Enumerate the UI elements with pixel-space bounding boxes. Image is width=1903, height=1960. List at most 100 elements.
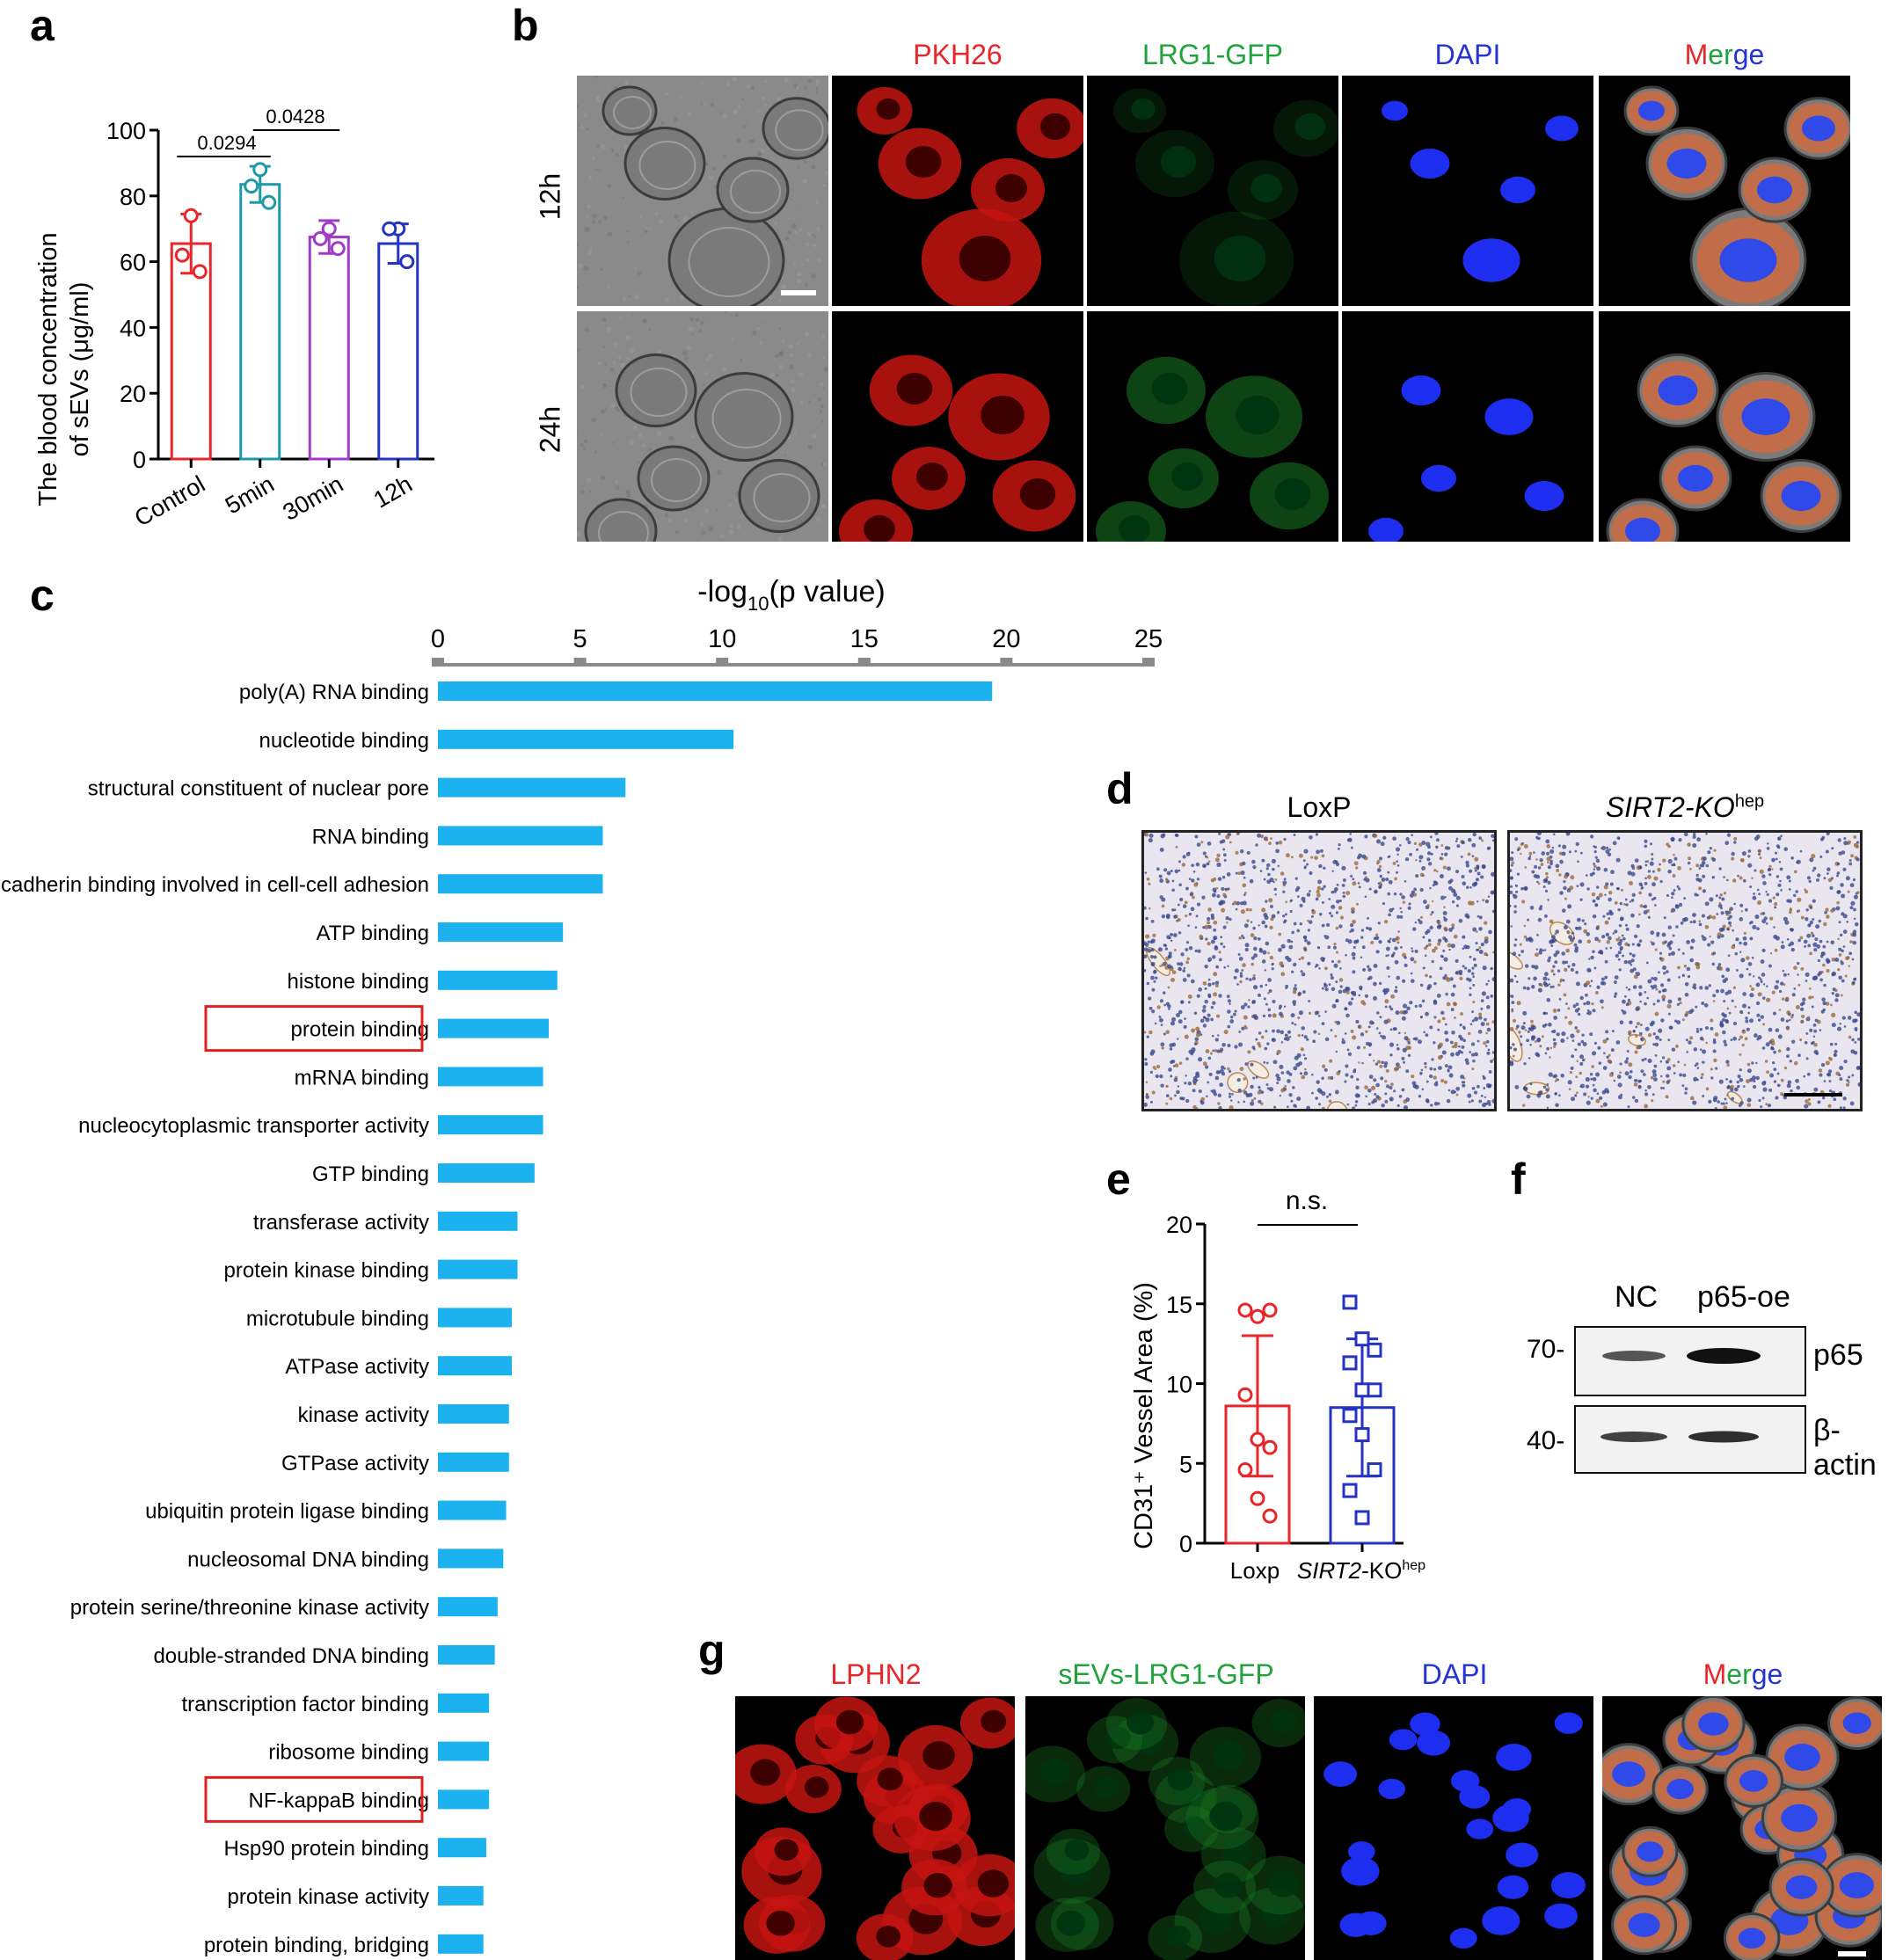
stained-nucleus: [1299, 922, 1302, 926]
stained-nucleus: [1402, 900, 1406, 904]
cell-outline: [694, 372, 794, 462]
stained-nucleus: [1161, 1046, 1164, 1050]
stained-nucleus: [1651, 882, 1656, 887]
stained-nucleus: [1442, 910, 1447, 915]
stained-nucleus: [1825, 1060, 1830, 1066]
stained-nucleus: [1809, 1028, 1813, 1032]
stained-nucleus: [1693, 983, 1696, 987]
stained-nucleus: [1279, 961, 1284, 966]
texture-speck: [665, 297, 670, 302]
stained-nucleus: [1822, 1097, 1826, 1100]
stained-nucleus: [1568, 850, 1571, 854]
stained-nucleus: [1781, 941, 1784, 944]
stained-nucleus: [1462, 881, 1467, 886]
stained-nucleus: [1839, 1065, 1844, 1071]
bar-c: [438, 1741, 490, 1761]
stained-nucleus: [1425, 1080, 1429, 1083]
stained-nucleus: [1370, 941, 1374, 945]
stained-nucleus: [1559, 980, 1563, 983]
stained-nucleus: [1773, 1080, 1777, 1083]
stained-nucleus: [1823, 983, 1826, 987]
stained-nucleus: [1812, 1024, 1817, 1027]
stained-nucleus: [1822, 1008, 1826, 1012]
stained-nucleus: [1707, 850, 1711, 855]
stained-nucleus: [1741, 851, 1746, 856]
stained-nucleus: [1356, 1046, 1360, 1050]
stained-nucleus: [1749, 936, 1754, 941]
texture-speck: [813, 236, 817, 238]
stained-nucleus: [1712, 1038, 1717, 1042]
stained-nucleus: [1458, 1045, 1461, 1048]
stained-nucleus: [1512, 951, 1517, 957]
stained-nucleus: [1357, 882, 1360, 885]
stained-nucleus: [1468, 900, 1473, 906]
channel-label-merge: Merge: [1684, 39, 1765, 70]
stained-nucleus: [1335, 862, 1340, 867]
stained-nucleus: [1534, 1040, 1537, 1044]
stained-nucleus: [1648, 893, 1652, 897]
stained-nucleus: [1619, 1020, 1624, 1025]
stained-nucleus: [1635, 1025, 1638, 1029]
highlight-box-c: [204, 1775, 424, 1823]
stained-nucleus: [1683, 1063, 1687, 1067]
stained-nucleus: [1245, 1093, 1250, 1098]
stained-nucleus: [1581, 919, 1585, 922]
texture-speck: [805, 283, 808, 287]
stained-nucleus: [1644, 1092, 1649, 1097]
stained-nucleus: [1718, 966, 1724, 971]
texture-speck: [594, 168, 598, 171]
texture-speck: [746, 120, 748, 123]
stained-nucleus: [1460, 1012, 1463, 1016]
stained-nucleus: [1249, 878, 1254, 884]
stained-nucleus: [1333, 963, 1338, 968]
stained-nucleus: [1587, 1010, 1593, 1016]
bar-c: [438, 874, 603, 894]
nucleus-blue: [1323, 1761, 1358, 1788]
term-label-c: transferase activity: [253, 1211, 429, 1235]
stained-nucleus: [1585, 1077, 1590, 1082]
stained-nucleus: [1676, 1002, 1680, 1006]
stained-nucleus: [1373, 995, 1378, 1001]
stained-nucleus: [1440, 856, 1444, 861]
stained-nucleus: [1510, 1046, 1513, 1050]
x-tick-c: [1142, 658, 1155, 667]
stained-nucleus: [1570, 1066, 1574, 1070]
stained-nucleus: [1302, 859, 1306, 863]
stained-nucleus: [1199, 1100, 1205, 1105]
stained-nucleus: [1620, 1093, 1623, 1097]
stained-nucleus: [1227, 1024, 1231, 1029]
stained-nucleus: [1786, 1027, 1790, 1031]
stained-nucleus: [1229, 917, 1232, 922]
stained-nucleus: [1444, 973, 1447, 977]
stained-nucleus: [1808, 995, 1812, 1000]
stained-nucleus: [1636, 1046, 1640, 1050]
stained-nucleus: [1735, 969, 1739, 972]
chart-a: The blood concentration of sEVs (μg/ml) …: [34, 106, 434, 532]
texture-speck: [784, 454, 787, 457]
stained-nucleus: [1197, 949, 1201, 953]
stained-nucleus: [1589, 984, 1592, 987]
stained-nucleus: [1692, 843, 1697, 848]
stained-nucleus: [1280, 972, 1286, 977]
stained-nucleus: [1436, 924, 1441, 929]
stained-nucleus: [1684, 833, 1688, 837]
micro-g-dapi: [1314, 1696, 1593, 1960]
stained-nucleus: [1753, 1079, 1756, 1083]
stained-nucleus: [1546, 856, 1551, 862]
stained-nucleus: [1644, 1026, 1650, 1031]
stained-nucleus: [1693, 833, 1696, 836]
texture-speck: [674, 120, 676, 122]
stained-nucleus: [1207, 1081, 1210, 1084]
stained-nucleus: [1185, 941, 1190, 944]
stained-nucleus: [1755, 982, 1761, 987]
x-tick-c: [857, 658, 871, 667]
stained-nucleus: [1825, 907, 1829, 912]
x-tick-label-a: Control: [130, 470, 209, 532]
stained-nucleus: [1701, 860, 1706, 865]
stained-nucleus: [1393, 892, 1397, 896]
texture-speck: [671, 437, 674, 441]
stained-nucleus: [1626, 1050, 1630, 1053]
texture-speck: [647, 447, 653, 452]
stained-nucleus: [1536, 880, 1539, 884]
bar-c: [438, 970, 558, 990]
